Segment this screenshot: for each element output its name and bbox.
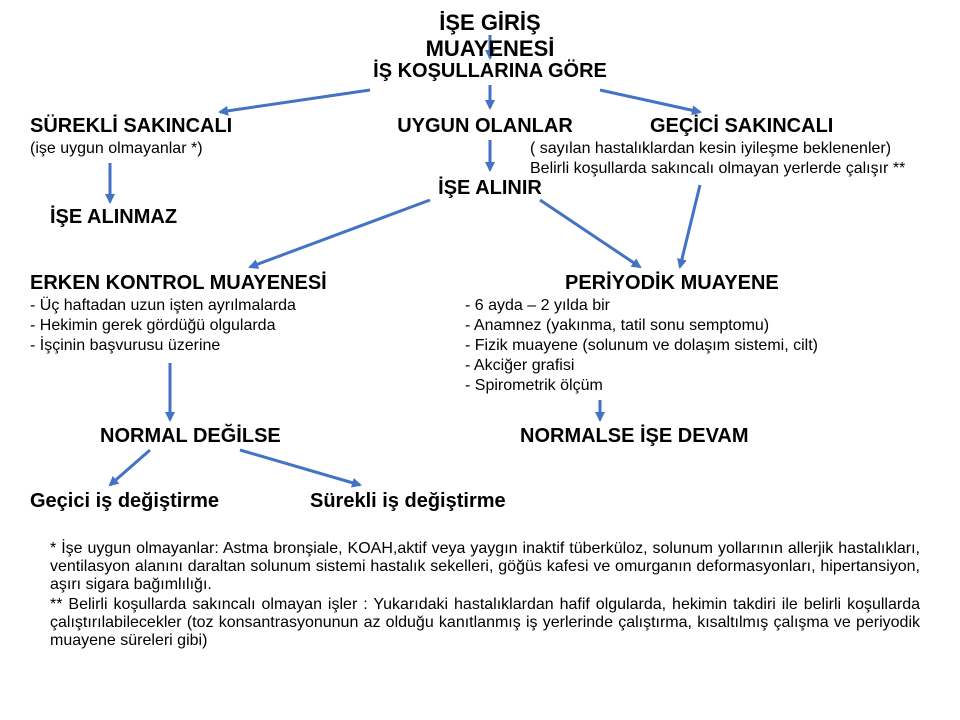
- node-erken_l3: - İşçinin başvurusu üzerine: [30, 337, 410, 355]
- node-erken_l2: - Hekimin gerek gördüğü olgularda: [30, 317, 410, 335]
- node-normalse: NORMALSE İŞE DEVAM: [520, 425, 800, 448]
- node-per_l2: - Anamnez (yakınma, tatil sonu semptomu): [465, 317, 935, 335]
- node-gecici_is: Geçici iş değiştirme: [30, 490, 250, 513]
- node-per_l5: - Spirometrik ölçüm: [465, 377, 935, 395]
- node-ise_alinmaz: İŞE ALINMAZ: [50, 206, 200, 229]
- node-title: İŞE GİRİŞ MUAYENESİ: [380, 10, 600, 62]
- node-per_l1: - 6 ayda – 2 yılda bir: [465, 297, 935, 315]
- node-ise_alinir: İŞE ALINIR: [430, 177, 550, 200]
- node-normal_degilse: NORMAL DEĞİLSE: [100, 425, 300, 448]
- node-erken: ERKEN KONTROL MUAYENESİ: [30, 272, 330, 295]
- footnote-2: ** Belirli koşullarda sakıncalı olmayan …: [50, 596, 920, 650]
- node-surekli_is: Sürekli iş değiştirme: [310, 490, 530, 513]
- node-gecici: GEÇİCİ SAKINCALI: [650, 115, 850, 138]
- node-surekli: SÜREKLİ SAKINCALI: [30, 115, 250, 138]
- node-erken_l1: - Üç haftadan uzun işten ayrılmalarda: [30, 297, 410, 315]
- node-gecici_sub2: Belirli koşullarda sakıncalı olmayan yer…: [530, 160, 950, 178]
- node-per_l3: - Fizik muayene (solunum ve dolaşım sist…: [465, 337, 935, 355]
- node-surekli_sub: (işe uygun olmayanlar *): [30, 140, 290, 158]
- node-periyodik: PERİYODİK MUAYENE: [565, 272, 805, 295]
- node-gecici_sub1: ( sayılan hastalıklardan kesin iyileşme …: [530, 140, 950, 158]
- node-kosul: İŞ KOŞULLARINA GÖRE: [370, 60, 610, 83]
- node-uygun: UYGUN OLANLAR: [395, 115, 575, 138]
- footnote-1: * İşe uygun olmayanlar: Astma bronşiale,…: [50, 540, 920, 594]
- node-per_l4: - Akciğer grafisi: [465, 357, 935, 375]
